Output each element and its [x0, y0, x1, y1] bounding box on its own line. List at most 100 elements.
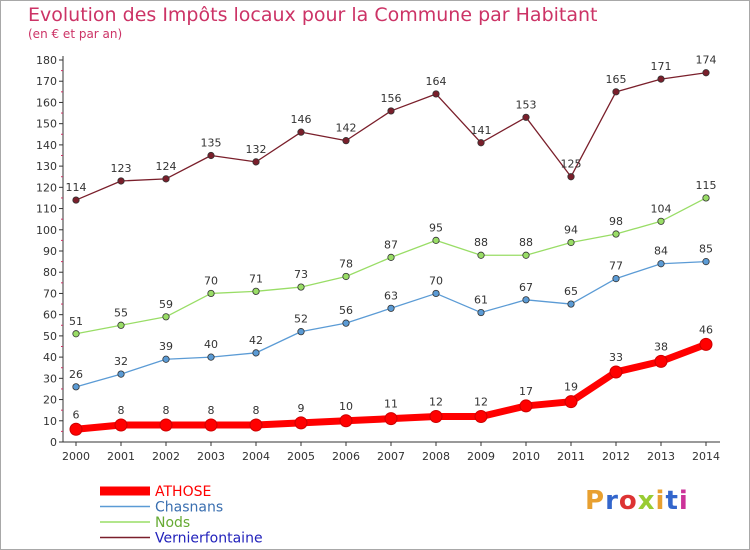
- data-point-vernierfontaine: [567, 173, 575, 181]
- data-point-athose: [654, 354, 668, 368]
- data-point-vernierfontaine: [387, 107, 395, 115]
- data-point-vernierfontaine: [207, 151, 215, 160]
- y-tick-label: 0: [50, 436, 57, 449]
- data-point-vernierfontaine: [117, 177, 125, 185]
- data-label-athose: 19: [564, 381, 578, 394]
- data-point-vernierfontaine: [162, 175, 170, 183]
- data-label-chasnans: 85: [699, 243, 713, 256]
- x-tick-label: 2003: [197, 450, 225, 463]
- x-tick-label: 2005: [287, 450, 315, 463]
- data-label-chasnans: 42: [249, 334, 263, 347]
- logo-letter: o: [618, 486, 638, 516]
- data-point-chasnans: [567, 300, 575, 308]
- data-point-athose: [339, 414, 353, 428]
- data-point-athose: [384, 412, 398, 426]
- x-tick-label: 2007: [377, 450, 405, 463]
- data-label-athose: 9: [298, 402, 305, 415]
- data-point-chasnans: [387, 304, 395, 312]
- data-label-vernierfontaine: 156: [381, 92, 402, 105]
- data-point-chasnans: [612, 274, 620, 283]
- data-point-nods: [522, 251, 530, 259]
- data-point-chasnans: [432, 289, 440, 298]
- y-tick-label: 150: [36, 118, 57, 131]
- data-label-vernierfontaine: 114: [66, 181, 87, 194]
- x-tick-label: 2001: [107, 450, 135, 463]
- data-label-athose: 11: [384, 398, 398, 411]
- data-label-nods: 71: [249, 272, 263, 285]
- data-label-vernierfontaine: 123: [111, 162, 132, 175]
- data-point-athose: [564, 395, 578, 409]
- x-tick-label: 2012: [602, 450, 630, 463]
- data-point-nods: [72, 330, 80, 338]
- data-label-nods: 115: [696, 179, 717, 192]
- data-label-chasnans: 40: [204, 338, 218, 351]
- data-label-chasnans: 65: [564, 285, 578, 298]
- data-label-nods: 95: [429, 221, 443, 234]
- y-tick-label: 110: [36, 203, 57, 216]
- y-tick-label: 10: [43, 415, 57, 428]
- data-point-athose: [519, 399, 533, 413]
- data-label-vernierfontaine: 164: [426, 75, 447, 88]
- data-point-vernierfontaine: [252, 158, 260, 166]
- x-tick-label: 2009: [467, 450, 495, 463]
- data-point-nods: [702, 194, 710, 202]
- data-label-athose: 38: [654, 340, 668, 353]
- y-tick-label: 60: [43, 309, 57, 322]
- data-point-chasnans: [342, 319, 350, 327]
- logo-letter: r: [605, 486, 619, 516]
- x-tick-label: 2000: [62, 450, 90, 463]
- data-label-vernierfontaine: 174: [696, 54, 717, 67]
- x-tick-label: 2014: [692, 450, 720, 463]
- data-point-athose: [474, 410, 488, 424]
- data-label-athose: 12: [429, 396, 443, 409]
- data-point-nods: [252, 287, 260, 295]
- legend-label-nods: Nods: [155, 515, 190, 531]
- x-tick-label: 2002: [152, 450, 180, 463]
- data-label-chasnans: 84: [654, 245, 668, 258]
- x-tick-label: 2010: [512, 450, 540, 463]
- data-point-nods: [477, 251, 485, 259]
- y-tick-label: 140: [36, 139, 57, 152]
- data-label-chasnans: 32: [114, 355, 128, 368]
- data-point-athose: [249, 418, 263, 432]
- y-tick-label: 80: [43, 266, 57, 279]
- y-tick-label: 120: [36, 181, 57, 194]
- y-tick-label: 170: [36, 75, 57, 88]
- data-point-chasnans: [162, 355, 170, 363]
- data-label-nods: 73: [294, 268, 308, 281]
- data-label-athose: 8: [208, 404, 215, 417]
- data-label-nods: 104: [651, 202, 672, 215]
- data-label-nods: 88: [519, 236, 533, 249]
- data-point-athose: [159, 418, 173, 432]
- y-tick-label: 70: [43, 287, 57, 300]
- data-label-chasnans: 39: [159, 340, 173, 353]
- data-point-vernierfontaine: [342, 137, 350, 145]
- data-point-nods: [432, 236, 440, 244]
- data-label-nods: 94: [564, 224, 578, 237]
- data-label-nods: 87: [384, 238, 398, 251]
- y-tick-label: 160: [36, 96, 57, 109]
- data-label-nods: 98: [609, 215, 623, 228]
- y-tick-label: 180: [36, 54, 57, 67]
- data-label-vernierfontaine: 165: [606, 73, 627, 86]
- data-label-chasnans: 63: [384, 289, 398, 302]
- data-label-nods: 55: [114, 306, 128, 319]
- data-label-vernierfontaine: 135: [201, 137, 222, 150]
- y-tick-label: 30: [43, 372, 57, 385]
- data-label-vernierfontaine: 146: [291, 113, 312, 126]
- data-label-vernierfontaine: 132: [246, 143, 267, 156]
- data-point-athose: [429, 410, 443, 424]
- data-point-nods: [612, 230, 620, 238]
- y-tick-label: 100: [36, 224, 57, 237]
- data-label-athose: 46: [699, 323, 713, 336]
- data-point-chasnans: [207, 353, 215, 361]
- data-point-nods: [207, 289, 215, 298]
- data-point-chasnans: [657, 260, 665, 268]
- chart-subtitle: (en € et par an): [28, 27, 123, 41]
- y-tick-label: 40: [43, 351, 57, 364]
- data-point-nods: [567, 238, 575, 247]
- data-point-vernierfontaine: [522, 113, 530, 121]
- data-label-athose: 8: [163, 404, 170, 417]
- data-label-nods: 78: [339, 257, 353, 270]
